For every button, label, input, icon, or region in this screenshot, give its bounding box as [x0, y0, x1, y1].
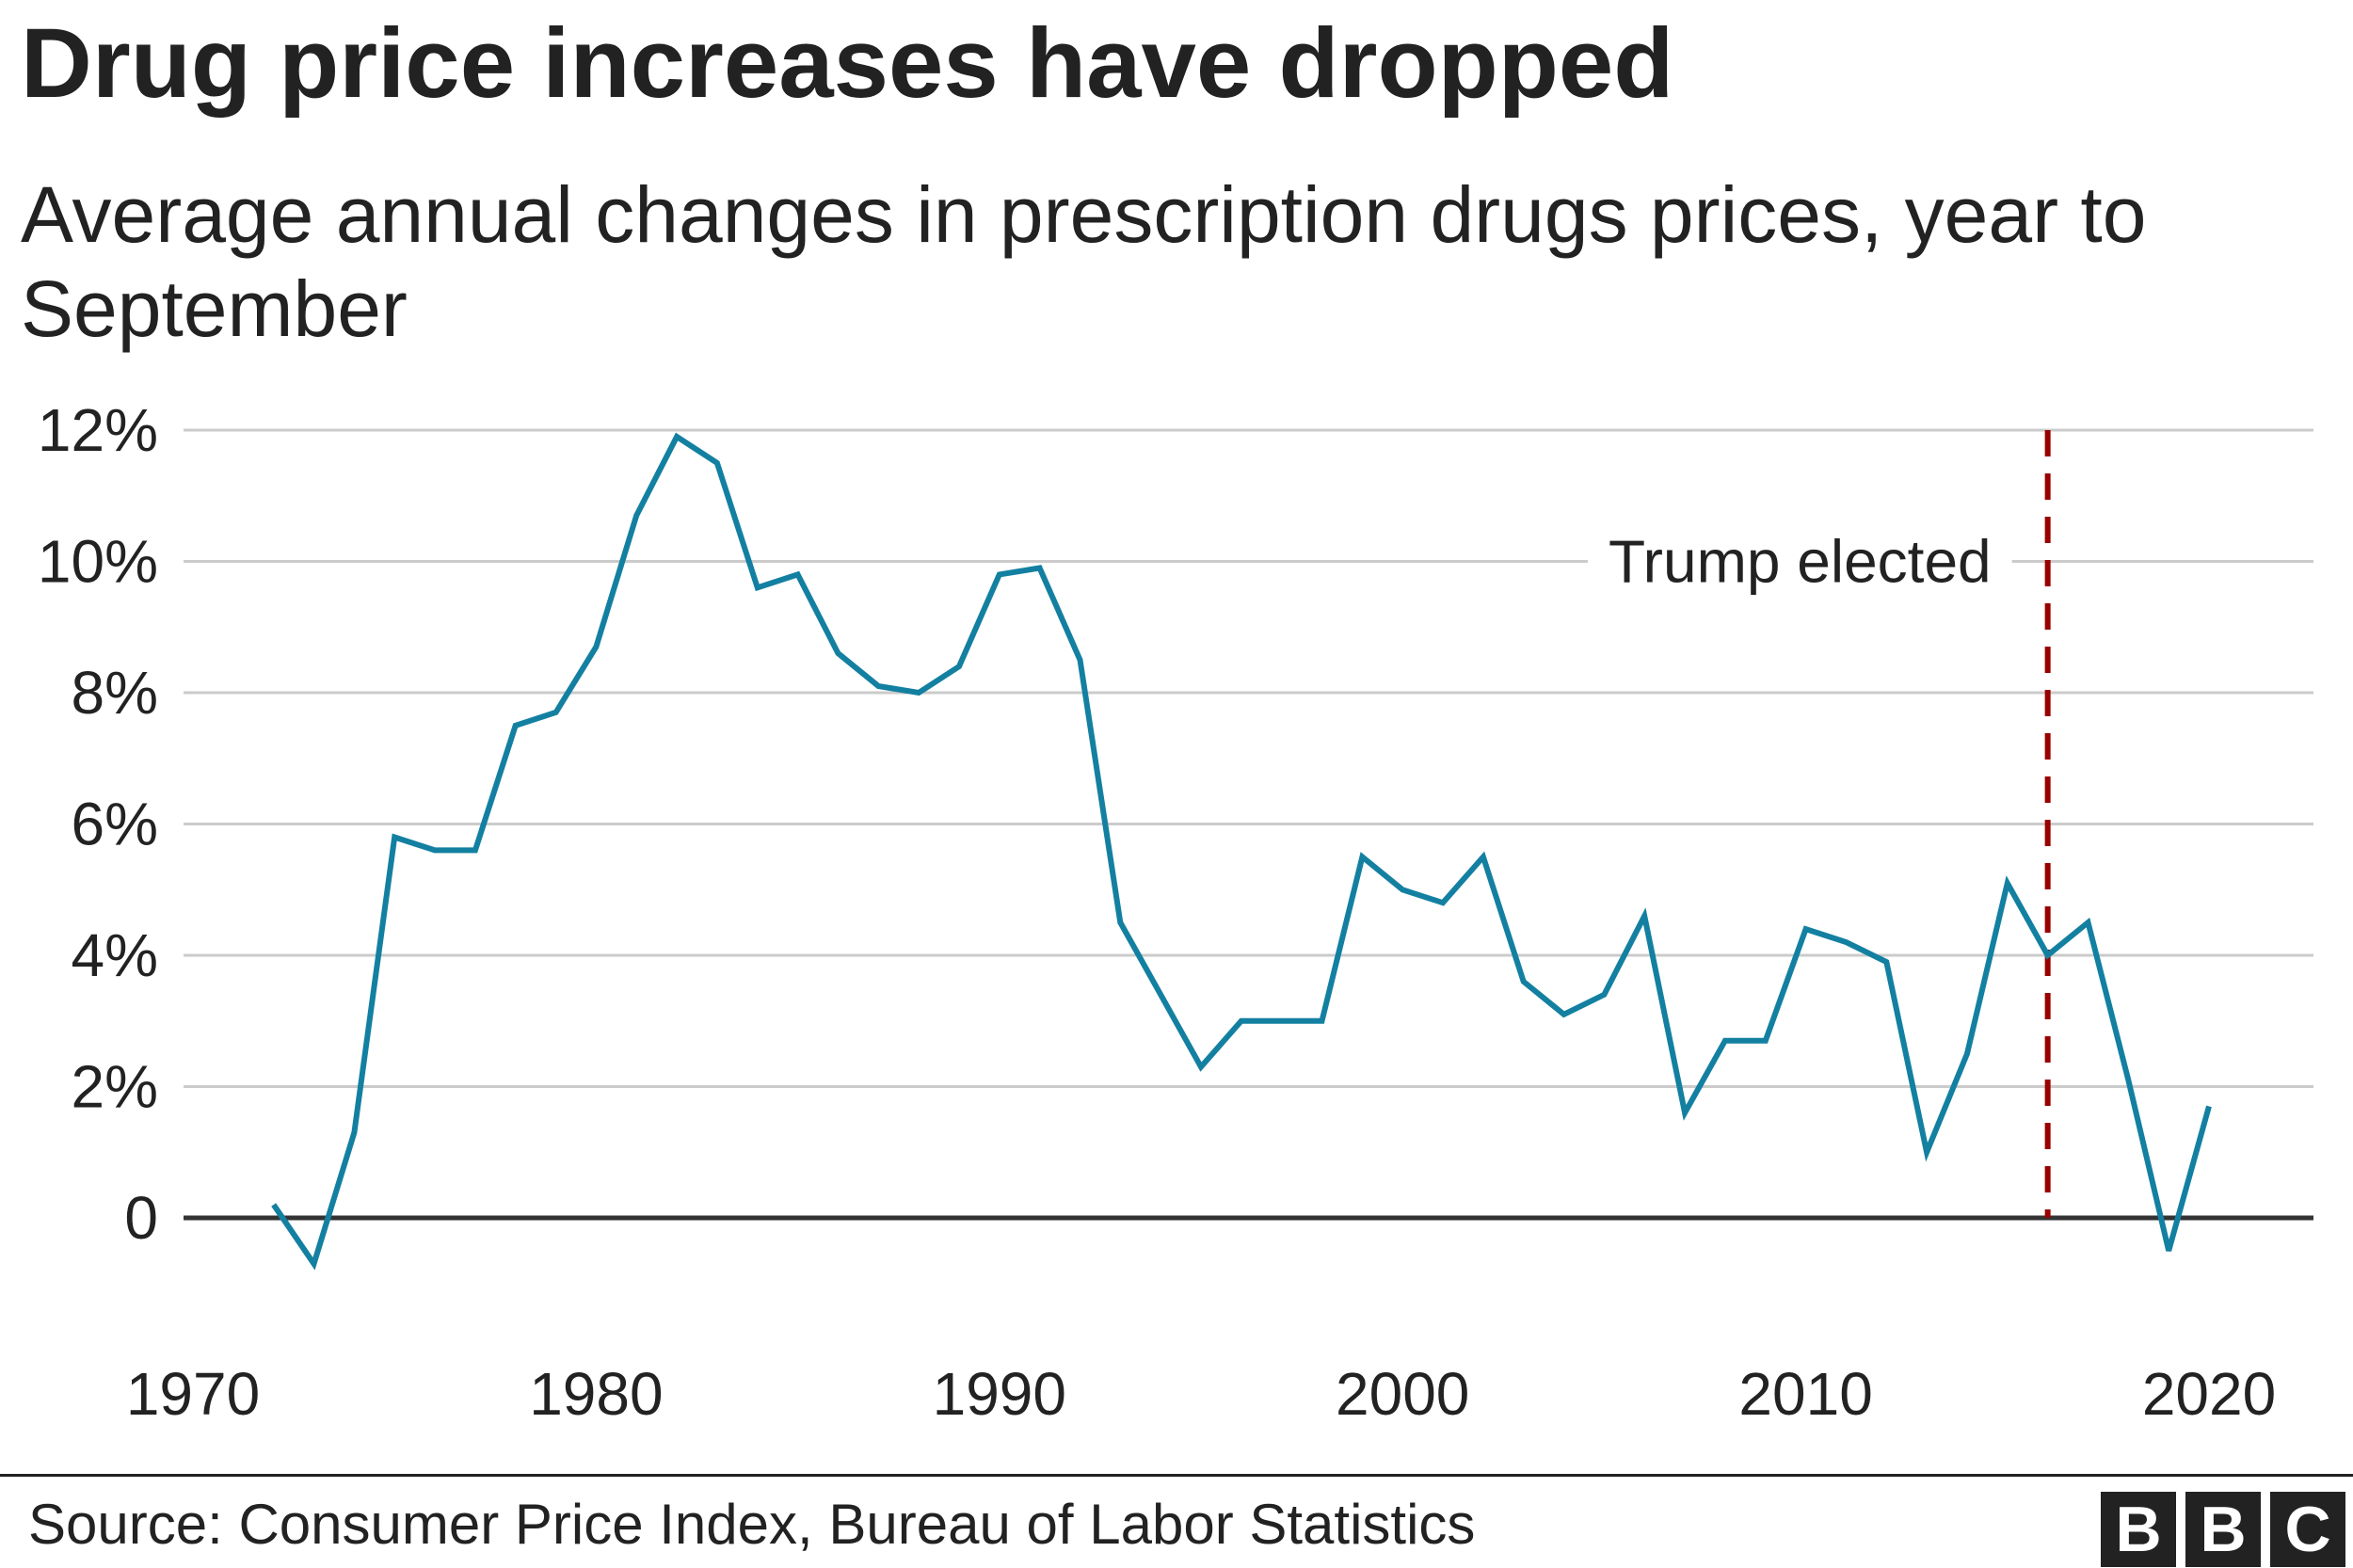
annotation-label-background [1587, 521, 2012, 601]
source-note: Source: Consumer Price Index, Bureau of … [28, 1493, 1476, 1556]
series-line-0 [271, 432, 2212, 1271]
x-tick-label-2020: 2020 [2142, 1360, 2276, 1428]
y-tick-label-4: 4% [72, 921, 159, 989]
y-axis-tick-labels: 0 2% 4% 6% 8% 10% 12% [38, 396, 158, 1252]
x-tick-label-1970: 1970 [126, 1360, 260, 1428]
chart-title: Drug price increases have dropped [21, 8, 1674, 119]
x-axis-tick-labels: 1970 1980 1990 2000 2010 2020 [126, 1360, 2276, 1428]
y-tick-label-12: 12% [38, 396, 158, 464]
y-tick-label-6: 6% [72, 791, 159, 858]
series-layer [271, 432, 2212, 1271]
y-tick-label-10: 10% [38, 528, 158, 596]
x-tick-label-1990: 1990 [933, 1360, 1066, 1428]
x-tick-label-1980: 1980 [529, 1360, 663, 1428]
x-tick-label-2000: 2000 [1336, 1360, 1469, 1428]
annotation: Trump elected [1587, 430, 2051, 1218]
annotation-label-trump-elected: Trump elected [1609, 528, 1992, 596]
x-tick-label-2010: 2010 [1738, 1360, 1872, 1428]
footer-divider [0, 1474, 2353, 1477]
chart-subtitle: Average annual changes in prescription d… [21, 170, 2147, 353]
bbc-logo-letter-b1: B [2101, 1492, 2176, 1567]
y-tick-label-8: 8% [72, 659, 159, 727]
y-tick-label-0: 0 [124, 1184, 158, 1252]
bbc-logo-letter-c: C [2270, 1492, 2345, 1567]
bbc-logo-letter-b2: B [2185, 1492, 2261, 1567]
bbc-logo: B B C [2101, 1492, 2345, 1567]
y-tick-label-2: 2% [72, 1053, 159, 1121]
